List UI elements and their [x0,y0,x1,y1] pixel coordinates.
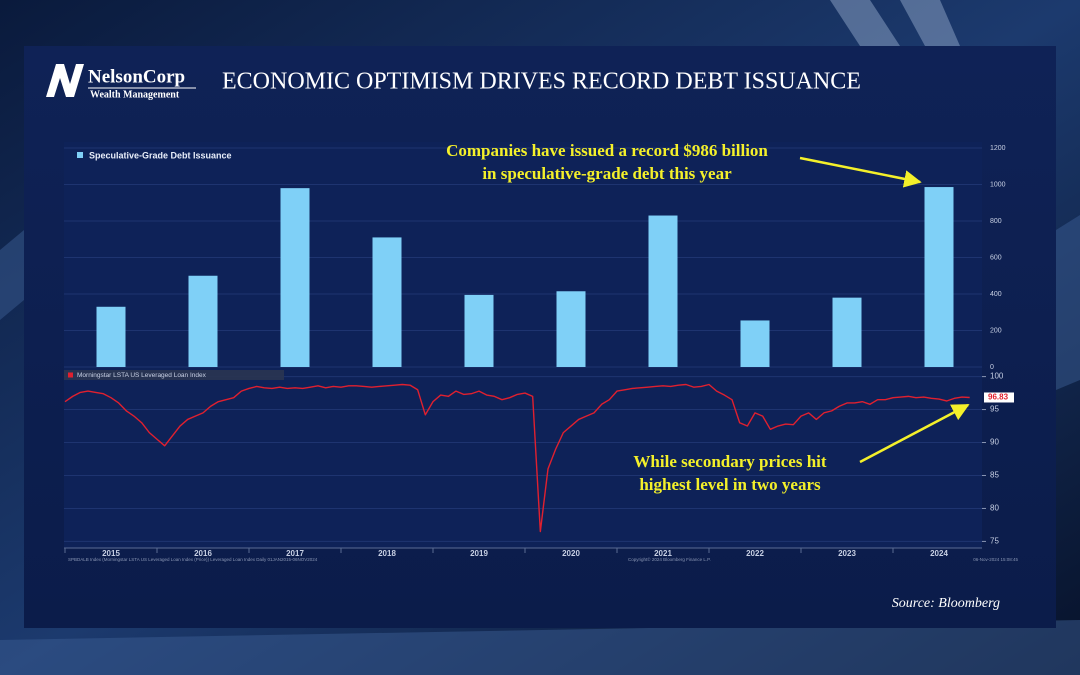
x-tick-label: 2015 [102,549,120,558]
annotation-arrow [799,156,922,188]
last-value-label: 96.83 [988,393,1009,402]
line-series [64,383,970,533]
x-tick-label: 2024 [930,549,948,558]
backdrop-streak [830,0,960,46]
bar [740,320,770,367]
y-tick-label: 85 [990,471,999,480]
y-tick-label: 75 [990,537,999,546]
legend-label: Speculative-Grade Debt Issuance [89,150,232,160]
annotation: Companies have issued a record $986 bill… [446,141,768,160]
bar [556,291,586,367]
bar [832,297,862,367]
backdrop-glow [0,215,1080,675]
legend-label: Morningstar LSTA US Leveraged Loan Index [77,372,207,379]
x-tick-label: 2021 [654,549,672,558]
y-tick-label: 90 [990,438,999,447]
last-value-box [984,392,1014,403]
logo-name: NelsonCorp [88,66,185,87]
y-tick-label: 600 [990,254,1002,261]
y-tick-label: 1200 [990,145,1006,152]
x-tick-label: 2016 [194,549,212,558]
bar [648,215,678,367]
y-tick-label: 800 [990,218,1002,225]
logo-mark [46,64,84,97]
annotation-arrow [859,403,970,464]
y-tick-label: 80 [990,504,999,513]
bar [924,187,954,367]
page-title: ECONOMIC OPTIMISM DRIVES RECORD DEBT ISS… [222,69,861,95]
footer-copyright: Copyright© 2024 Bloomberg Finance L.P. [628,556,711,562]
bar [464,294,494,367]
annotation: in speculative-grade debt this year [482,164,732,183]
legend-swatch [68,372,73,378]
y-tick-label: 100 [990,372,1004,381]
footer-note: SPBDALB Index (Morningstar LSTA US Lever… [68,557,318,562]
y-tick-label: 400 [990,291,1002,298]
legend-swatch [77,152,83,158]
source: Source: Bloomberg [892,596,1000,611]
bar [188,275,218,367]
line-plot-area [64,370,982,548]
x-tick-label: 2019 [470,549,488,558]
annotation: highest level in two years [639,475,821,494]
x-tick-label: 2022 [746,549,764,558]
x-tick-label: 2020 [562,549,580,558]
y-tick-label: 0 [990,364,994,371]
footer-date: 06-Nov-2024 15:08:45 [973,557,1018,562]
bar [372,237,402,367]
bar [280,188,310,367]
logo-sub: Wealth Management [90,89,180,100]
y-tick-label: 200 [990,327,1002,334]
bar [96,306,126,367]
x-tick-label: 2018 [378,549,396,558]
y-tick-label: 95 [990,405,999,414]
logo: NelsonCorp Wealth Management [46,64,196,100]
x-tick-label: 2017 [286,549,304,558]
x-tick-label: 2023 [838,549,856,558]
legend-box [64,370,284,380]
y-tick-label: 1000 [990,181,1006,188]
annotation: While secondary prices hit [633,452,826,471]
